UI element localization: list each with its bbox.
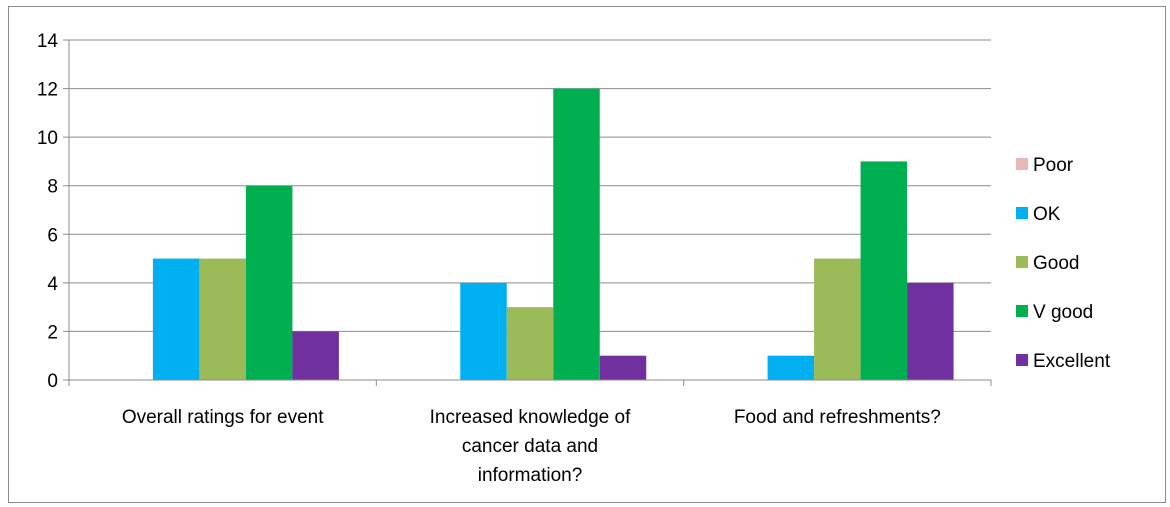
category-label: Overall ratings for event bbox=[122, 407, 324, 428]
bar-ok bbox=[767, 355, 815, 380]
bar-good bbox=[506, 307, 554, 380]
legend: Poor OK Good V good Excellent bbox=[1016, 155, 1111, 372]
bar-excellent bbox=[292, 331, 339, 380]
legend-swatch bbox=[1016, 158, 1028, 170]
y-tick-label: 0 bbox=[47, 371, 58, 392]
category-labels: Overall ratings for event Increased knowl… bbox=[122, 407, 941, 486]
bar-excellent bbox=[599, 355, 647, 380]
legend-label: OK bbox=[1033, 204, 1061, 225]
category-label: cancer data and bbox=[462, 436, 598, 457]
y-tick-label: 10 bbox=[37, 128, 58, 149]
bars bbox=[152, 88, 954, 381]
y-tick-label: 4 bbox=[47, 274, 58, 295]
legend-label: V good bbox=[1033, 302, 1093, 323]
y-tick-labels: 0 2 4 6 8 10 12 14 bbox=[37, 31, 59, 392]
y-tick-label: 8 bbox=[47, 177, 58, 198]
legend-swatch bbox=[1016, 207, 1028, 219]
y-tick-label: 14 bbox=[37, 31, 59, 52]
legend-label: Excellent bbox=[1033, 351, 1111, 372]
bar-ok bbox=[152, 258, 200, 380]
legend-swatch bbox=[1016, 305, 1028, 317]
bar-ok bbox=[460, 282, 507, 380]
y-tick-label: 12 bbox=[37, 80, 58, 101]
bar-v-good bbox=[245, 185, 293, 380]
bar-good bbox=[199, 258, 246, 380]
category-label: information? bbox=[478, 465, 583, 486]
category-label: Food and refreshments? bbox=[734, 407, 941, 428]
axes bbox=[63, 39, 992, 386]
y-tick-label: 2 bbox=[47, 322, 58, 343]
legend-label: Poor bbox=[1033, 155, 1074, 176]
bar-v-good bbox=[860, 161, 908, 380]
bar-good bbox=[814, 258, 861, 380]
chart-frame: 0 2 4 6 8 10 12 14 Overall ratings for event Inc… bbox=[8, 6, 1166, 503]
legend-swatch bbox=[1016, 354, 1028, 366]
y-tick-label: 6 bbox=[47, 225, 58, 246]
legend-swatch bbox=[1016, 256, 1028, 268]
legend-label: Good bbox=[1033, 253, 1079, 274]
bar-chart: 0 2 4 6 8 10 12 14 Overall ratings for event Inc… bbox=[37, 31, 1111, 486]
bar-excellent bbox=[907, 282, 954, 380]
category-label: Increased knowledge of bbox=[430, 407, 631, 428]
bar-v-good bbox=[553, 88, 600, 381]
